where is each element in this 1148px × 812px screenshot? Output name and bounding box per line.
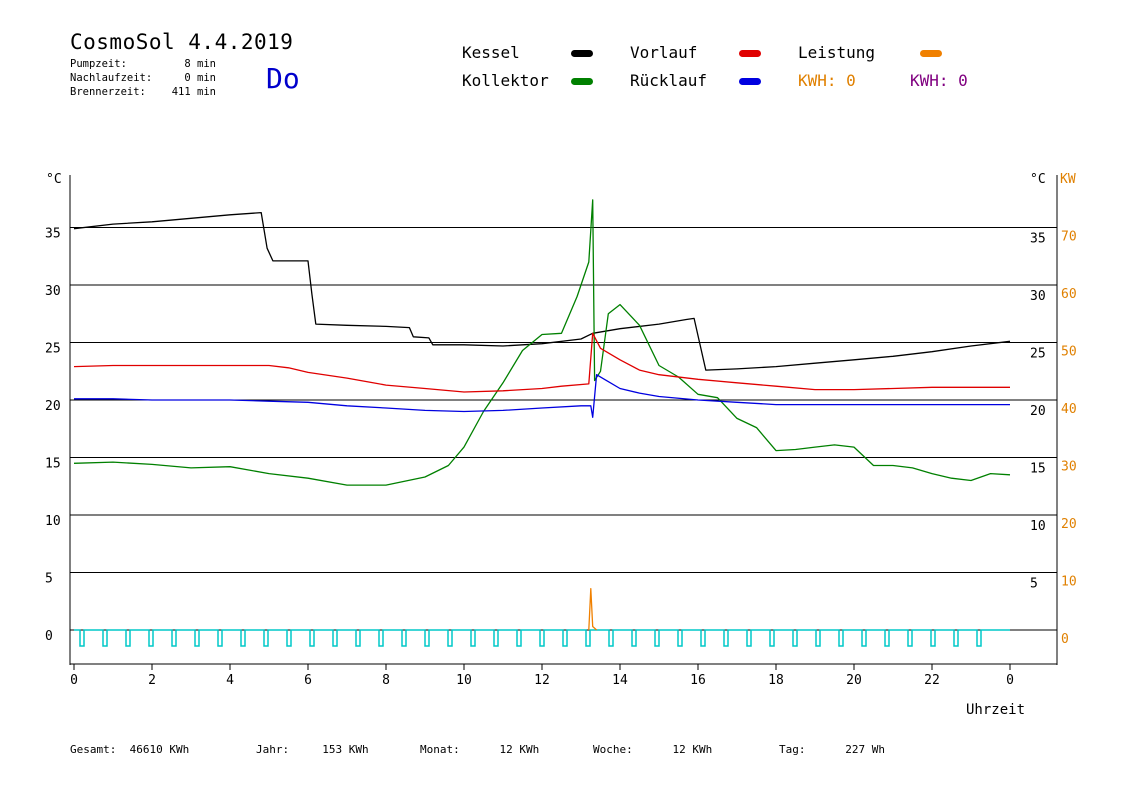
x-tick-label: 16 [690,673,706,688]
x-tick-label: 0 [1006,673,1014,688]
x-tick-label: 2 [148,673,156,688]
y-tick-label-right-temp: 20 [1030,404,1046,419]
x-axis-label: Uhrzeit [966,702,1025,718]
footer-value: 227 Wh [845,743,885,756]
y-tick-label-right-temp: 25 [1030,347,1046,362]
y-tick-label-left: 20 [45,399,61,414]
footer-gesamt: Gesamt: 46610 KWh [70,743,189,756]
footer-value: 12 KWh [499,743,540,756]
legend-kessel-swatch [571,50,593,57]
y-tick-label-right-power: 60 [1061,287,1077,302]
footer-value: 46610 KWh [129,743,190,756]
y-tick-label-right-power: 20 [1061,517,1077,532]
x-tick-label: 22 [924,673,940,688]
y-axis-label-right-power: KW [1060,172,1076,187]
y-tick-label-right-temp: 35 [1030,232,1046,247]
legend-vorlauf-swatch [739,50,761,57]
legend-kollektor-label: Kollektor [462,71,549,90]
stat-label: Brennerzeit: [70,86,146,98]
stat-pumpzeit: Pumpzeit: 8 min [70,58,216,70]
y-tick-label-right-temp: 30 [1030,289,1046,304]
legend-ruecklauf-label: Rücklauf [630,71,708,90]
y-tick-label-right-power: 10 [1061,575,1077,590]
stat-label: Pumpzeit: [70,58,127,70]
series-kollektor [73,199,1011,486]
x-tick-label: 6 [304,673,312,688]
series-vorlauf [73,332,1010,393]
footer-jahr: Jahr: 153 KWh [256,743,369,756]
chart-ticks: 0 2 4 6 8 10 12 14 16 18 20 22 0 0 5 10 15 20 25 30 35 5 10 15 2… [45,227,1077,689]
footer-label: Tag: [779,743,806,756]
y-tick-label-right-power: 40 [1061,402,1077,417]
weekday-label: Do [266,62,300,95]
series-leistung [588,587,598,631]
x-tick-label: 10 [456,673,472,688]
footer-label: Jahr: [256,743,290,756]
stat-brennerzeit: Brennerzeit: 411 min [70,86,216,98]
x-tick-label: 20 [846,673,862,688]
chart-axes [69,175,1058,665]
y-axis-label-right-temp: °C [1030,172,1046,187]
y-tick-label-left: 35 [45,227,61,242]
app-title: CosmoSol 4.4.2019 [70,30,294,54]
y-tick-label-right-power: 0 [1061,632,1069,647]
legend-vorlauf-label: Vorlauf [630,43,698,62]
footer-label: Woche: [593,743,633,756]
footer-monat: Monat: 12 KWh [420,743,539,756]
y-tick-label-right-power: 50 [1061,345,1077,360]
footer-label: Gesamt: [70,743,117,756]
y-tick-label-left: 10 [45,514,61,529]
stat-value: 0 min [184,72,216,84]
footer-value: 153 KWh [322,743,369,756]
x-tick-label: 8 [382,673,390,688]
series-kessel [73,211,1011,371]
y-tick-label-right-temp: 10 [1030,519,1046,534]
y-axis-label-left: °C [46,172,62,187]
pump-cycle-trace [74,629,1010,647]
legend-kessel-label: Kessel [462,43,520,62]
legend-leistung-label: Leistung [798,43,876,62]
kwh-orange-readout: KWH: 0 [798,71,856,90]
y-tick-label-right-power: 30 [1061,460,1077,475]
legend-leistung-swatch [920,50,942,57]
legend-ruecklauf-swatch [739,78,761,85]
footer-value: 12 KWh [672,743,713,756]
x-tick-label: 18 [768,673,784,688]
y-tick-label-right-temp: 15 [1030,462,1046,477]
stat-nachlaufzeit: Nachlaufzeit: 0 min [70,72,216,84]
pump-activity [74,629,1010,647]
y-tick-label-right-temp: 5 [1030,577,1038,592]
y-tick-label-left: 0 [45,629,53,644]
chart-grid [70,227,1057,631]
legend-kollektor-swatch [571,78,593,85]
stat-value: 411 min [171,86,216,98]
footer-label: Monat: [420,743,460,756]
x-tick-label: 4 [226,673,234,688]
x-tick-label: 0 [70,673,78,688]
x-tick-label: 14 [612,673,628,688]
series-ruecklauf [74,374,1010,418]
y-tick-label-left: 15 [45,457,61,472]
y-tick-label-right-power: 70 [1061,230,1077,245]
y-tick-label-left: 30 [45,284,61,299]
footer-woche: Woche: 12 KWh [593,743,712,756]
stat-label: Nachlaufzeit: [70,72,153,84]
y-tick-label-left: 25 [45,342,61,357]
kwh-purple-readout: KWH: 0 [910,71,968,90]
chart-series [73,199,1011,631]
footer-tag: Tag: 227 Wh [779,743,885,756]
stat-value: 8 min [184,58,216,70]
y-tick-label-left: 5 [45,572,53,587]
x-tick-label: 12 [534,673,550,688]
